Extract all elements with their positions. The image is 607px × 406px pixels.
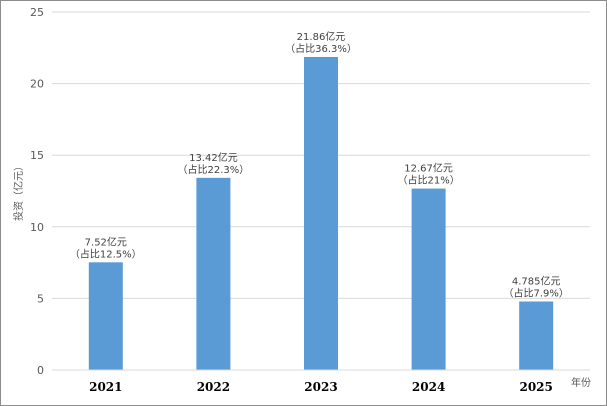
data-label-value: 4.785亿元 xyxy=(512,274,561,287)
data-labels: 7.52亿元（占比12.5%）13.42亿元（占比22.3%）21.86亿元（占… xyxy=(70,30,569,300)
x-category-label: 2024 xyxy=(412,380,445,394)
y-tick-label: 5 xyxy=(37,292,44,305)
bar-2023 xyxy=(304,56,338,370)
data-label-share: （占比22.3%） xyxy=(178,163,250,176)
x-category-label: 2023 xyxy=(304,380,337,394)
data-label-value: 12.67亿元 xyxy=(404,162,453,175)
bar-2021 xyxy=(88,262,123,370)
x-axis-title: 年份 xyxy=(571,376,591,389)
data-label-share: （占比7.9%） xyxy=(503,286,568,299)
bar-2024 xyxy=(411,188,446,370)
x-category-label: 2022 xyxy=(197,380,230,394)
bar-2022 xyxy=(196,177,231,370)
y-tick-label: 0 xyxy=(37,364,44,377)
data-label-value: 7.52亿元 xyxy=(85,235,127,248)
data-label-value: 21.86亿元 xyxy=(297,30,346,43)
data-label-share: （占比21%） xyxy=(397,174,459,187)
bars xyxy=(88,56,554,370)
x-axis-categories: 2021 2022 2023 2024 2025 xyxy=(89,380,553,394)
data-label-share: （占比12.5%） xyxy=(70,247,142,260)
data-label-share: （占比36.3%） xyxy=(285,42,357,55)
x-category-label: 2025 xyxy=(519,380,552,394)
data-label-value: 13.42亿元 xyxy=(189,151,238,164)
y-tick-label: 20 xyxy=(30,78,44,91)
y-tick-label: 25 xyxy=(30,6,44,19)
y-tick-label: 10 xyxy=(30,221,44,234)
x-category-label: 2021 xyxy=(89,380,122,394)
y-tick-label: 15 xyxy=(30,149,44,162)
y-axis-ticks: 0 5 10 15 20 25 xyxy=(30,6,44,377)
bar-2025 xyxy=(519,301,554,370)
y-axis-title: 投资（亿元） xyxy=(12,161,25,221)
